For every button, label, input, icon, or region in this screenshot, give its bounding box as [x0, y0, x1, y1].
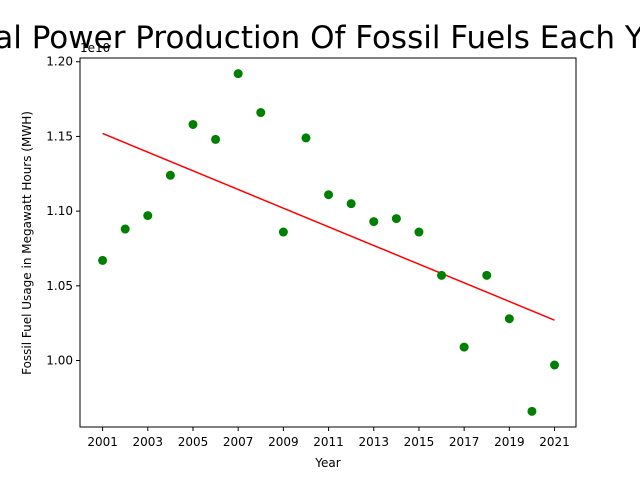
- y-axis-offset-label: 1e10: [80, 41, 110, 55]
- x-tick-label: 2017: [449, 435, 480, 449]
- y-tick-label: 1.05: [46, 279, 73, 293]
- trend-line: [102, 132, 555, 321]
- x-tick-label: 2015: [404, 435, 435, 449]
- x-tick-label: 2001: [87, 435, 118, 449]
- data-point: [301, 133, 311, 143]
- data-point: [414, 227, 424, 237]
- x-tick-label: 2003: [133, 435, 164, 449]
- data-point: [437, 270, 447, 280]
- data-point: [143, 211, 153, 221]
- data-point: [233, 69, 243, 79]
- data-point: [98, 255, 108, 265]
- data-point: [391, 214, 401, 224]
- y-tick-label: 1.15: [46, 129, 73, 143]
- x-tick-label: 2011: [313, 435, 344, 449]
- data-point: [369, 217, 379, 227]
- data-point: [324, 190, 334, 200]
- data-point: [256, 108, 266, 118]
- data-point: [504, 314, 514, 324]
- axes-frame: [79, 57, 577, 428]
- y-tick-label: 1.20: [46, 55, 73, 69]
- y-tick-label: 1.10: [46, 204, 73, 218]
- data-point: [188, 119, 198, 129]
- y-tick-label: 1.00: [46, 354, 73, 368]
- data-point: [482, 270, 492, 280]
- data-point: [550, 360, 560, 370]
- plot-area: [98, 69, 560, 416]
- data-point: [278, 227, 288, 237]
- x-tick-label: 2009: [268, 435, 299, 449]
- data-point: [346, 199, 356, 209]
- x-axis-label: Year: [314, 456, 340, 470]
- y-axis-label: Fossil Fuel Usage in Megawatt Hours (MWH…: [20, 111, 34, 375]
- data-point: [527, 406, 537, 416]
- x-tick-label: 2005: [178, 435, 209, 449]
- x-tick-label: 2019: [494, 435, 525, 449]
- data-point: [459, 342, 469, 352]
- x-tick-label: 2007: [223, 435, 254, 449]
- x-tick-label: 2013: [358, 435, 389, 449]
- x-tick-label: 2021: [539, 435, 570, 449]
- axes: 2001 2003 2005 2007 2009 2011 2013 2015 2017 2019…: [46, 55, 577, 449]
- data-point: [120, 224, 130, 234]
- data-point: [165, 170, 175, 180]
- chart-title: Total Power Production Of Fossil Fuels E…: [0, 20, 640, 56]
- data-point: [211, 134, 221, 144]
